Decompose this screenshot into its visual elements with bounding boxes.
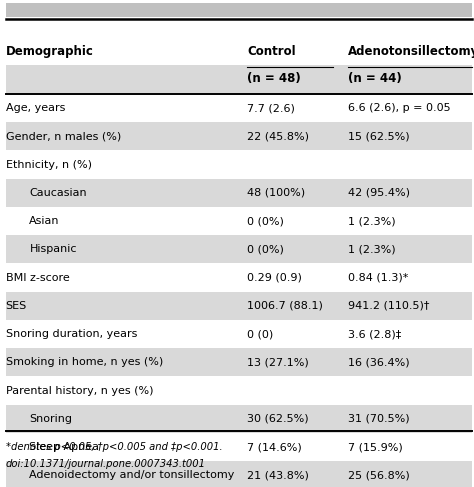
Text: BMI z-score: BMI z-score [6, 273, 69, 282]
Text: Age, years: Age, years [6, 103, 65, 113]
Text: 941.2 (110.5)†: 941.2 (110.5)† [348, 301, 430, 311]
Text: 1 (2.3%): 1 (2.3%) [348, 216, 396, 226]
Text: 7 (14.6%): 7 (14.6%) [247, 442, 302, 452]
Bar [6, 122, 472, 150]
Text: Demographic: Demographic [6, 45, 93, 57]
Text: Adenotonsillectomy: Adenotonsillectomy [348, 45, 474, 57]
Text: (n = 48): (n = 48) [247, 73, 301, 85]
Text: 6.6 (2.6), p = 0.05: 6.6 (2.6), p = 0.05 [348, 103, 451, 113]
Bar [6, 3, 472, 17]
Text: 1006.7 (88.1): 1006.7 (88.1) [247, 301, 323, 311]
Text: 0 (0%): 0 (0%) [247, 216, 284, 226]
Bar [6, 292, 472, 320]
Bar [6, 348, 472, 376]
Text: 7.7 (2.6): 7.7 (2.6) [247, 103, 295, 113]
Text: 16 (36.4%): 16 (36.4%) [348, 357, 410, 367]
Text: Sleep Apnea: Sleep Apnea [29, 442, 100, 452]
Text: 25 (56.8%): 25 (56.8%) [348, 470, 410, 480]
Text: 13 (27.1%): 13 (27.1%) [247, 357, 309, 367]
Text: Caucasian: Caucasian [29, 188, 87, 198]
Text: 3.6 (2.8)‡: 3.6 (2.8)‡ [348, 329, 401, 339]
Text: Asian: Asian [29, 216, 60, 226]
Bar [6, 65, 472, 93]
Text: 30 (62.5%): 30 (62.5%) [247, 414, 309, 424]
Text: Parental history, n yes (%): Parental history, n yes (%) [6, 386, 153, 395]
Text: Snoring duration, years: Snoring duration, years [6, 329, 137, 339]
Bar [6, 461, 472, 487]
Text: Control: Control [247, 45, 296, 57]
Text: 31 (70.5%): 31 (70.5%) [348, 414, 410, 424]
Text: Adenoidectomy and/or tonsillectomy: Adenoidectomy and/or tonsillectomy [29, 470, 235, 480]
Text: 0.84 (1.3)*: 0.84 (1.3)* [348, 273, 409, 282]
Text: Snoring: Snoring [29, 414, 73, 424]
Text: *denotes p<0.05, †p<0.005 and ‡p<0.001.: *denotes p<0.05, †p<0.005 and ‡p<0.001. [6, 442, 222, 452]
Text: SES: SES [6, 301, 27, 311]
Text: Hispanic: Hispanic [29, 244, 77, 254]
Bar [6, 179, 472, 207]
Text: 7 (15.9%): 7 (15.9%) [348, 442, 403, 452]
Text: 22 (45.8%): 22 (45.8%) [247, 131, 310, 141]
Text: 1 (2.3%): 1 (2.3%) [348, 244, 396, 254]
Text: 42 (95.4%): 42 (95.4%) [348, 188, 410, 198]
Bar [6, 405, 472, 433]
Bar [6, 235, 472, 263]
Text: 15 (62.5%): 15 (62.5%) [348, 131, 410, 141]
Text: 48 (100%): 48 (100%) [247, 188, 306, 198]
Text: 0 (0%): 0 (0%) [247, 244, 284, 254]
Text: 21 (43.8%): 21 (43.8%) [247, 470, 310, 480]
Text: (n = 44): (n = 44) [348, 73, 402, 85]
Text: 0.29 (0.9): 0.29 (0.9) [247, 273, 302, 282]
Text: 0 (0): 0 (0) [247, 329, 273, 339]
Text: Gender, n males (%): Gender, n males (%) [6, 131, 121, 141]
Text: Ethnicity, n (%): Ethnicity, n (%) [6, 160, 91, 169]
Text: doi:10.1371/journal.pone.0007343.t001: doi:10.1371/journal.pone.0007343.t001 [6, 459, 206, 468]
Text: Smoking in home, n yes (%): Smoking in home, n yes (%) [6, 357, 163, 367]
